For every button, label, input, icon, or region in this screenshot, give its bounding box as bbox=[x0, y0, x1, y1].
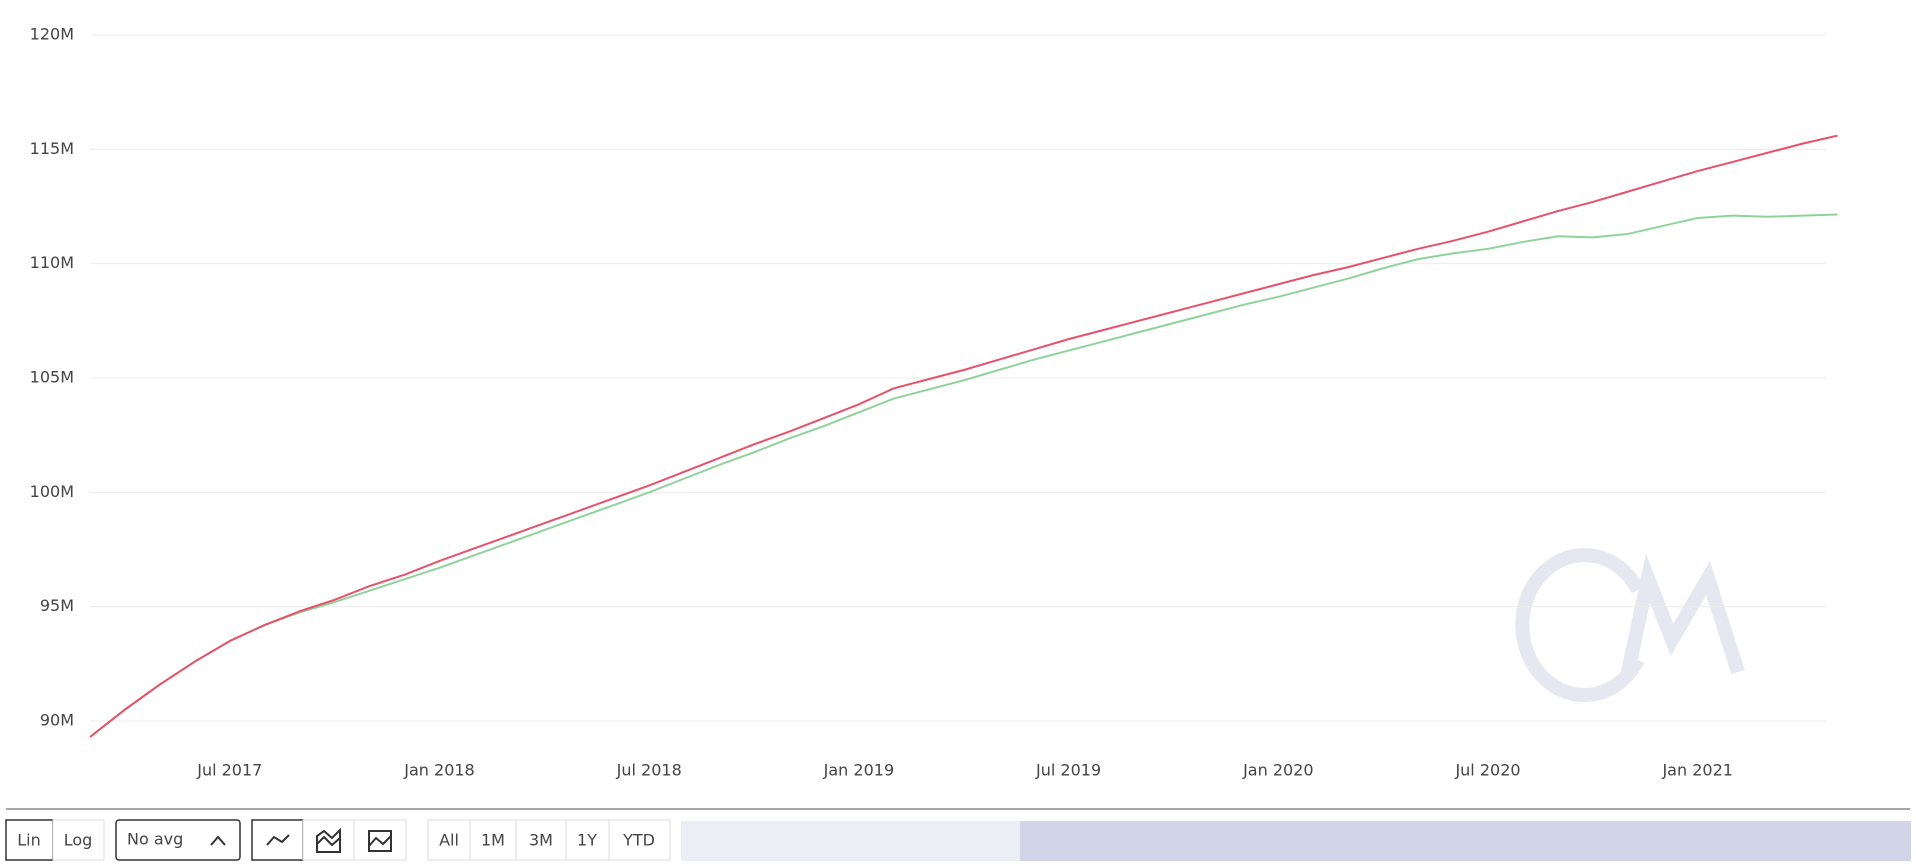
series-line bbox=[89, 213, 1838, 738]
dropdown-caret bbox=[210, 835, 226, 846]
y-tick-label: 110M bbox=[30, 253, 74, 272]
filled-mode-button[interactable] bbox=[353, 819, 407, 861]
toolbar: Lin Log No avg All 1M 3M 1Y YTD bbox=[5, 819, 1911, 861]
avg-label: No avg bbox=[127, 830, 183, 849]
range-button[interactable] bbox=[427, 819, 471, 861]
area-icon bbox=[316, 827, 341, 853]
x-tick-label: Jul 2017 bbox=[196, 761, 262, 780]
range-label: All bbox=[439, 831, 459, 850]
y-tick-label: 95M bbox=[40, 596, 74, 615]
range-label: YTD bbox=[622, 831, 655, 850]
filled-icon-line bbox=[368, 835, 392, 847]
x-tick-label: Jan 2020 bbox=[1242, 761, 1313, 780]
log-button[interactable] bbox=[52, 819, 105, 861]
range-label: 1Y bbox=[577, 831, 597, 850]
x-tick-label: Jan 2019 bbox=[823, 761, 894, 780]
lin-button[interactable] bbox=[5, 819, 54, 861]
filled-icon-frame bbox=[368, 830, 392, 852]
range-button[interactable] bbox=[515, 819, 567, 861]
range-label: 1M bbox=[481, 831, 505, 850]
logo-c bbox=[1515, 548, 1645, 702]
x-tick-label: Jan 2018 bbox=[403, 761, 474, 780]
line-mode-button[interactable] bbox=[251, 819, 304, 861]
logo-m bbox=[1621, 553, 1745, 675]
y-tick-label: 115M bbox=[30, 139, 74, 158]
range-button[interactable] bbox=[608, 819, 671, 861]
navigator-selection[interactable] bbox=[1020, 821, 1911, 861]
lin-label: Lin bbox=[17, 831, 41, 850]
x-tick-label: Jul 2018 bbox=[616, 761, 682, 780]
line-icon bbox=[266, 834, 290, 846]
area-mode-button[interactable] bbox=[302, 819, 355, 861]
range-button[interactable] bbox=[469, 819, 517, 861]
x-tick-label: Jan 2021 bbox=[1661, 761, 1732, 780]
y-tick-label: 105M bbox=[30, 368, 74, 387]
y-tick-label: 120M bbox=[30, 25, 74, 44]
range-label: 3M bbox=[529, 831, 553, 850]
x-tick-label: Jul 2020 bbox=[1454, 761, 1520, 780]
log-label: Log bbox=[64, 831, 93, 850]
x-tick-label: Jul 2019 bbox=[1035, 761, 1101, 780]
y-tick-label: 90M bbox=[40, 711, 74, 730]
series-line bbox=[89, 134, 1838, 738]
avg-dropdown[interactable] bbox=[115, 819, 241, 861]
watermark bbox=[1515, 548, 1745, 702]
y-tick-label: 100M bbox=[30, 482, 74, 501]
